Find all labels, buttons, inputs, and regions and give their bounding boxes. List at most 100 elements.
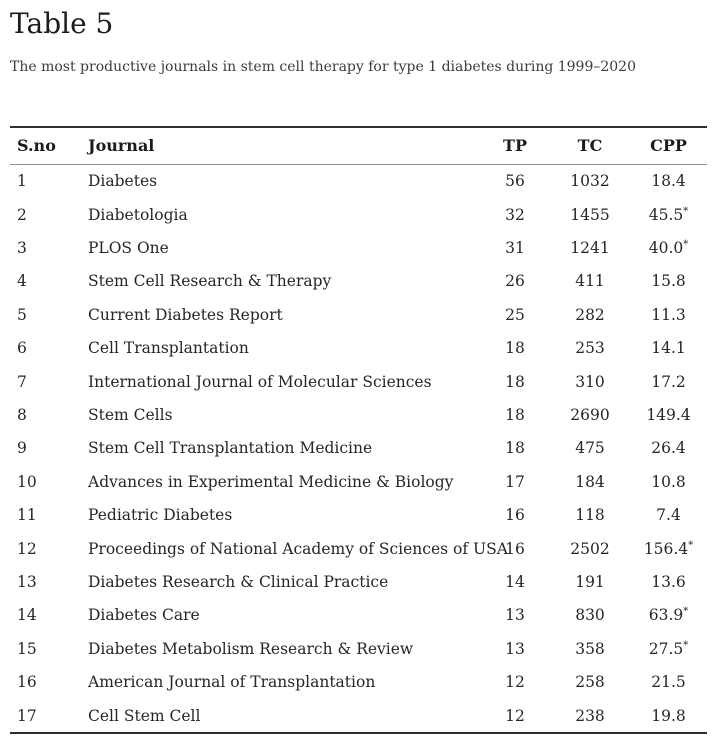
cpp-value: 7.4 [656,506,681,525]
cpp-value: 156.4 [643,539,689,558]
cell-tc: 310 [575,372,605,391]
cell-sno: 2 [17,205,27,224]
cell-cpp: 27.5* [630,632,707,665]
cell-journal: Diabetes [88,172,158,191]
cell-journal: Stem Cells [88,406,173,425]
cell-sno: 7 [17,372,27,391]
cell-journal: Diabetes Research & Clinical Practice [88,572,389,591]
cpp-value: 45.5 [648,205,684,224]
cpp-value: 15.8 [651,272,686,291]
table-row: 4 Stem Cell Research & Therapy 26 411 15… [10,265,707,298]
cell-cpp: 11.3 [630,298,707,331]
cell-tc: 830 [575,606,605,625]
cell-tp: 56 [505,172,525,191]
cell-tp: 13 [505,639,525,658]
cell-tc: 475 [575,439,605,458]
cell-cpp: 45.5* [630,198,707,231]
cell-tc: 258 [575,673,605,692]
table-caption: The most productive journals in stem cel… [10,59,637,75]
cell-tp: 12 [505,673,525,692]
cpp-value: 26.4 [651,439,686,458]
cell-journal: Diabetologia [88,205,188,224]
cell-sno: 5 [17,305,27,324]
column-header-journal: Journal [88,126,480,165]
cell-journal: Diabetes Care [88,606,200,625]
cpp-value: 40.0 [648,239,684,258]
cell-tc: 282 [575,305,605,324]
table-row: 16 American Journal of Transplantation 1… [10,665,707,698]
table-row: 1 Diabetes 56 1032 18.4 [10,164,707,198]
cell-tc: 411 [575,272,605,291]
cell-tp: 12 [505,706,525,725]
cell-tp: 18 [505,439,525,458]
cell-tc: 1455 [570,205,610,224]
cell-cpp: 40.0* [630,231,707,264]
cell-tp: 18 [505,339,525,358]
table-title: Table 5 [10,7,114,40]
cell-sno: 11 [17,506,37,525]
column-header-tc: TC [550,126,630,165]
cell-cpp: 21.5 [630,665,707,698]
journals-table: S.no Journal TP TC CPP 1 Diabetes 56 103… [10,125,707,735]
cpp-value: 13.6 [651,572,686,591]
cell-tp: 16 [505,506,525,525]
cell-journal: Pediatric Diabetes [88,506,233,525]
cell-journal: Advances in Experimental Medicine & Biol… [88,472,454,491]
cpp-value: 10.8 [651,472,686,491]
cell-sno: 12 [17,539,37,558]
cpp-value: 14.1 [651,339,686,358]
table-row: 2 Diabetologia 32 1455 45.5* [10,198,707,231]
cell-tp: 26 [505,272,525,291]
table-row: 13 Diabetes Research & Clinical Practice… [10,565,707,598]
table-row: 8 Stem Cells 18 2690 149.4 [10,398,707,431]
table-row: 3 PLOS One 31 1241 40.0* [10,231,707,264]
cell-cpp: 7.4 [630,499,707,532]
column-header-cpp: CPP [630,126,707,165]
cell-tc: 191 [575,572,605,591]
table-row: 11 Pediatric Diabetes 16 118 7.4 [10,499,707,532]
column-header-sno: S.no [10,126,88,165]
cell-cpp: 10.8 [630,465,707,498]
cell-cpp: 26.4 [630,432,707,465]
cell-tc: 118 [575,506,605,525]
cell-cpp: 18.4 [630,164,707,198]
cell-journal: Diabetes Metabolism Research & Review [88,639,414,658]
cell-tp: 25 [505,305,525,324]
header-row: S.no Journal TP TC CPP [10,126,707,165]
significance-asterisk: * [683,639,689,651]
cell-journal: Stem Cell Research & Therapy [88,272,332,291]
cell-sno: 1 [17,172,27,191]
table-row: 10 Advances in Experimental Medicine & B… [10,465,707,498]
cell-cpp: 15.8 [630,265,707,298]
cell-sno: 6 [17,339,27,358]
cpp-value: 11.3 [651,305,686,324]
cell-tc: 1032 [570,172,610,191]
cell-tp: 17 [505,472,525,491]
cell-journal: Cell Transplantation [88,339,249,358]
significance-asterisk: * [683,606,689,618]
cell-tc: 2502 [570,539,610,558]
cell-journal: Cell Stem Cell [88,706,201,725]
cell-tp: 13 [505,606,525,625]
cpp-value: 63.9 [648,606,684,625]
cell-cpp: 63.9* [630,599,707,632]
cell-sno: 17 [17,706,37,725]
cell-tp: 31 [505,239,525,258]
table-row: 12 Proceedings of National Academy of Sc… [10,532,707,565]
cell-sno: 9 [17,439,27,458]
cell-journal: Stem Cell Transplantation Medicine [88,439,373,458]
cpp-value: 19.8 [651,706,686,725]
significance-asterisk: * [688,539,694,551]
table-row: 14 Diabetes Care 13 830 63.9* [10,599,707,632]
cpp-value: 17.2 [651,372,686,391]
cell-sno: 8 [17,406,27,425]
cell-tp: 32 [505,205,525,224]
cell-tp: 18 [505,372,525,391]
cpp-value: 18.4 [651,172,686,191]
cpp-value: 149.4 [646,406,691,425]
table-row: 17 Cell Stem Cell 12 238 19.8 [10,699,707,733]
cell-sno: 16 [17,673,37,692]
cell-cpp: 19.8 [630,699,707,733]
cell-sno: 10 [17,472,37,491]
cell-cpp: 17.2 [630,365,707,398]
